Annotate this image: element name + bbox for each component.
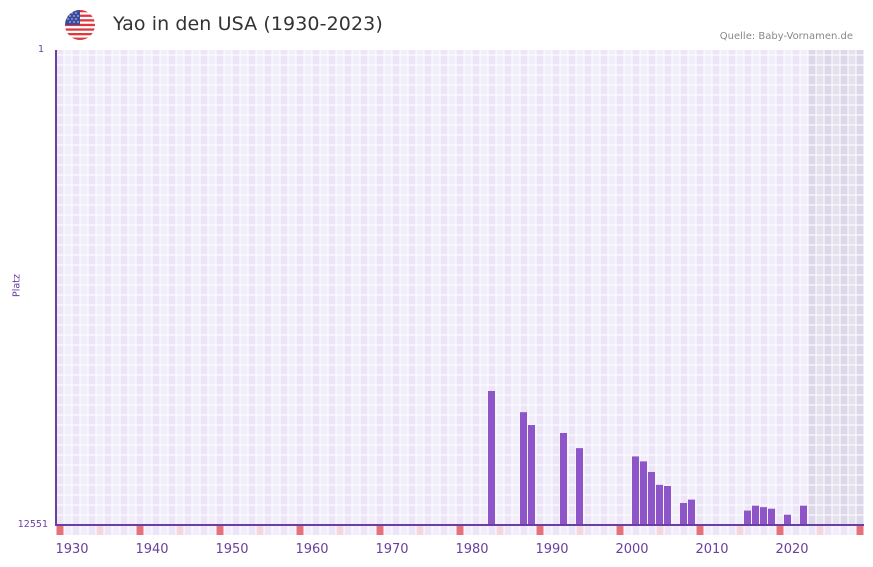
chart-title: Yao in den USA (1930-2023) — [113, 13, 383, 35]
bar-1987[interactable] — [528, 425, 535, 525]
bar-2000[interactable] — [632, 456, 639, 525]
x-tick-1940: 1940 — [135, 542, 169, 557]
grid — [56, 50, 864, 525]
bar-2017[interactable] — [768, 508, 775, 525]
x-tick-2020: 2020 — [775, 542, 809, 557]
bar-1991[interactable] — [560, 432, 567, 525]
x-tick-1950: 1950 — [215, 542, 249, 557]
x-tick-1970: 1970 — [375, 542, 409, 557]
source-label: Quelle: Baby-Vornamen.de — [719, 31, 853, 42]
bar-1982[interactable] — [488, 390, 495, 525]
x-tick-2010: 2010 — [695, 542, 729, 557]
bar-2002[interactable] — [648, 471, 655, 525]
bar-1993[interactable] — [576, 448, 583, 525]
y-axis-label: Platz — [11, 274, 23, 297]
bar-2001[interactable] — [640, 461, 647, 525]
x-tick-1980: 1980 — [455, 542, 489, 557]
bar-2016[interactable] — [760, 507, 767, 525]
y-axis — [55, 50, 57, 526]
x-tick-1990: 1990 — [535, 542, 569, 557]
bar-2014[interactable] — [744, 510, 751, 525]
year-markers — [56, 526, 864, 535]
bar-2021[interactable] — [800, 505, 807, 525]
plot-area — [56, 50, 864, 525]
x-axis — [55, 524, 864, 526]
x-tick-2000: 2000 — [615, 542, 649, 557]
x-tick-1930: 1930 — [55, 542, 89, 557]
us-flag-icon — [65, 10, 95, 40]
bar-2003[interactable] — [656, 484, 663, 525]
y-tick-bottom: 12551 — [17, 519, 48, 530]
y-tick-top: 1 — [37, 44, 44, 55]
bar-2007[interactable] — [688, 499, 695, 525]
bar-2019[interactable] — [784, 514, 791, 525]
bar-1986[interactable] — [520, 412, 527, 525]
x-tick-1960: 1960 — [295, 542, 329, 557]
bar-2006[interactable] — [680, 503, 687, 525]
bar-2004[interactable] — [664, 485, 671, 525]
bar-2015[interactable] — [752, 505, 759, 525]
